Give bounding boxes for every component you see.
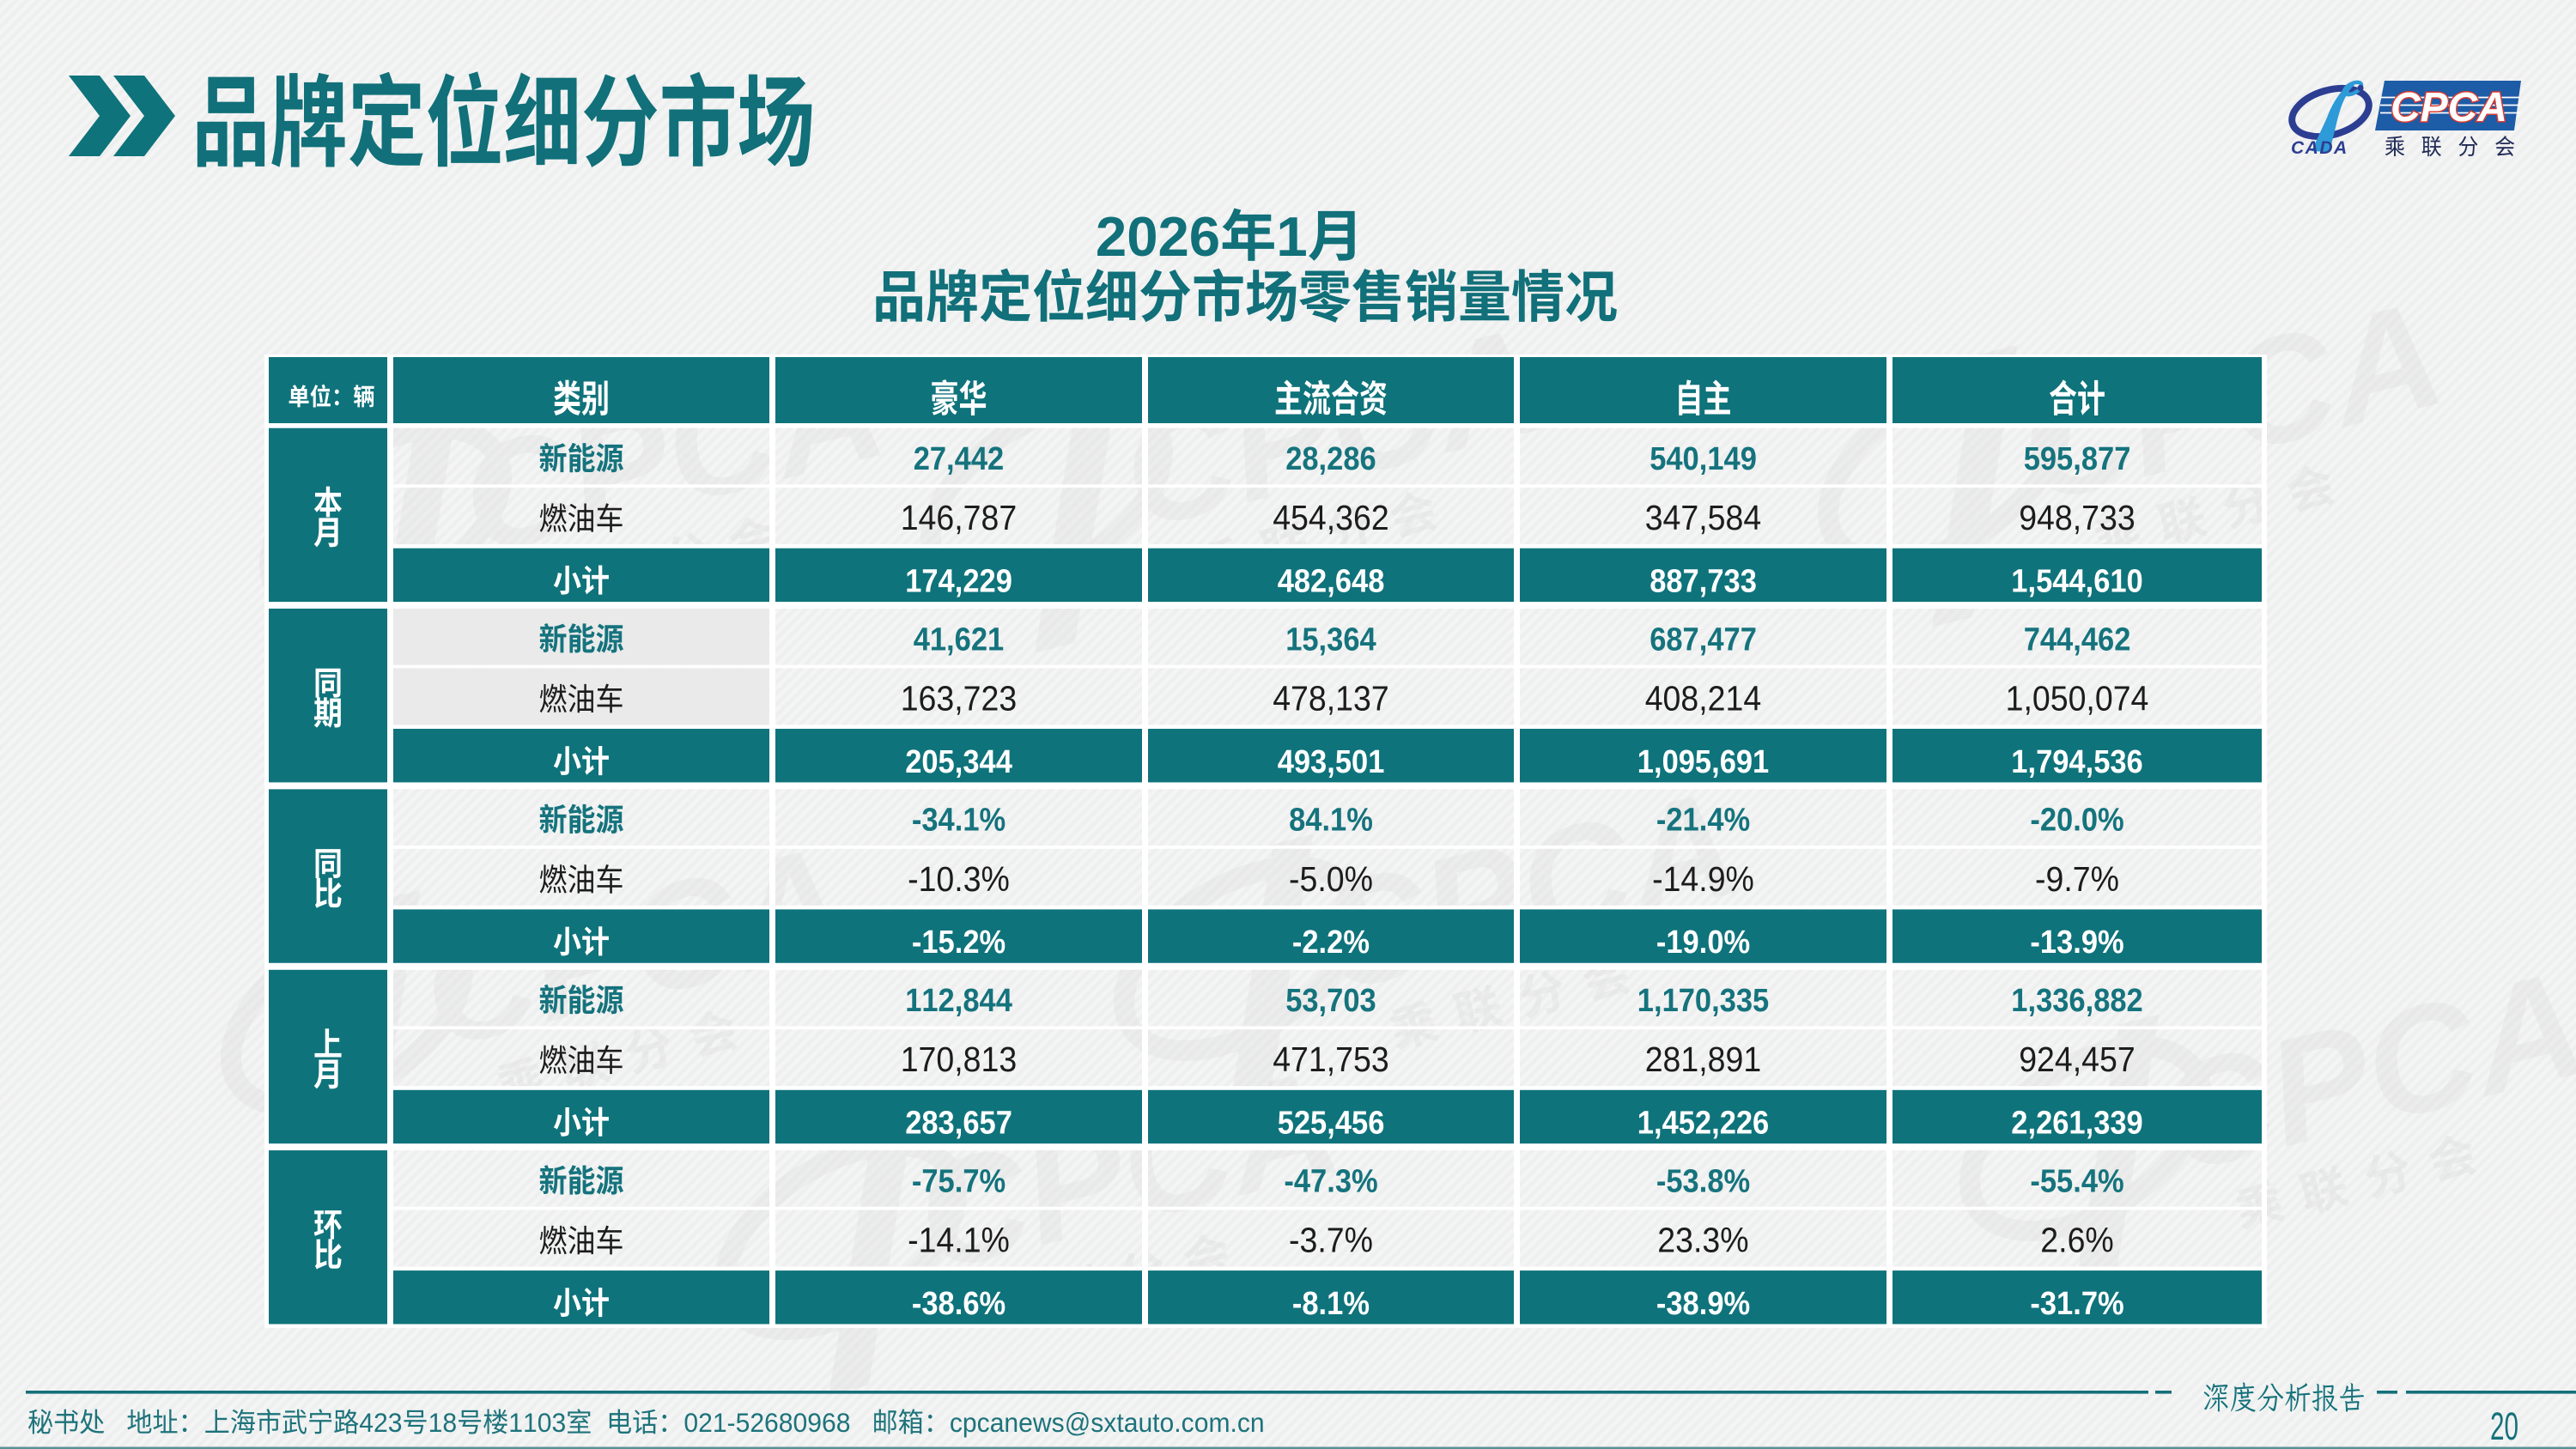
svg-text:41,621: 41,621 bbox=[914, 621, 1005, 658]
svg-text:170,813: 170,813 bbox=[901, 1041, 1018, 1080]
svg-text:595,877: 595,877 bbox=[2024, 440, 2131, 476]
svg-text:27,442: 27,442 bbox=[914, 440, 1005, 476]
svg-text:525,456: 525,456 bbox=[1278, 1104, 1385, 1141]
svg-text:-53.8%: -53.8% bbox=[1656, 1162, 1750, 1199]
svg-text:-38.6%: -38.6% bbox=[912, 1284, 1005, 1321]
svg-text:-15.2%: -15.2% bbox=[912, 924, 1005, 961]
svg-text:1103: 1103 bbox=[508, 1407, 566, 1438]
svg-text:-13.9%: -13.9% bbox=[2030, 924, 2123, 961]
svg-text:-8.1%: -8.1% bbox=[1292, 1284, 1370, 1321]
svg-text:-20.0%: -20.0% bbox=[2030, 801, 2123, 838]
svg-text:2026: 2026 bbox=[1096, 205, 1220, 268]
svg-text:408,214: 408,214 bbox=[1645, 680, 1762, 718]
svg-text:687,477: 687,477 bbox=[1649, 621, 1757, 658]
svg-text:-38.9%: -38.9% bbox=[1656, 1284, 1750, 1321]
svg-text:-5.0%: -5.0% bbox=[1289, 861, 1373, 900]
svg-text:482,648: 482,648 bbox=[1278, 562, 1385, 599]
svg-text:205,344: 205,344 bbox=[905, 743, 1012, 779]
svg-text:1: 1 bbox=[1276, 205, 1307, 268]
svg-text:84.1%: 84.1% bbox=[1289, 801, 1373, 838]
svg-text:1,170,335: 1,170,335 bbox=[1637, 981, 1769, 1018]
svg-text:-34.1%: -34.1% bbox=[912, 801, 1005, 838]
svg-text:163,723: 163,723 bbox=[901, 680, 1018, 718]
svg-text:28,286: 28,286 bbox=[1285, 440, 1376, 476]
svg-text:-75.7%: -75.7% bbox=[912, 1162, 1005, 1199]
svg-text:423: 423 bbox=[359, 1407, 402, 1438]
svg-text:478,137: 478,137 bbox=[1273, 680, 1389, 718]
svg-text:112,844: 112,844 bbox=[905, 981, 1012, 1018]
svg-text:924,457: 924,457 bbox=[2019, 1041, 2136, 1080]
svg-text:20: 20 bbox=[2490, 1405, 2518, 1449]
svg-text:454,362: 454,362 bbox=[1273, 500, 1389, 538]
svg-text:-3.7%: -3.7% bbox=[1289, 1222, 1373, 1260]
svg-text:021-52680968: 021-52680968 bbox=[683, 1407, 850, 1438]
svg-text:-9.7%: -9.7% bbox=[2035, 861, 2119, 900]
svg-text:493,501: 493,501 bbox=[1278, 743, 1385, 779]
svg-text:174,229: 174,229 bbox=[905, 562, 1012, 599]
svg-text:53,703: 53,703 bbox=[1285, 981, 1376, 1018]
svg-text:283,657: 283,657 bbox=[905, 1104, 1012, 1141]
svg-text:887,733: 887,733 bbox=[1649, 562, 1757, 599]
svg-text:-47.3%: -47.3% bbox=[1284, 1162, 1377, 1199]
svg-text:281,891: 281,891 bbox=[1645, 1041, 1762, 1080]
svg-text:-55.4%: -55.4% bbox=[2030, 1162, 2123, 1199]
svg-text:2,261,339: 2,261,339 bbox=[2011, 1104, 2142, 1141]
svg-text:1,452,226: 1,452,226 bbox=[1637, 1104, 1769, 1141]
svg-text:1,050,074: 1,050,074 bbox=[2006, 680, 2149, 718]
svg-text:1,095,691: 1,095,691 bbox=[1637, 743, 1769, 779]
svg-text:1,794,536: 1,794,536 bbox=[2011, 743, 2142, 779]
svg-text:1,544,610: 1,544,610 bbox=[2011, 562, 2142, 599]
svg-text:-19.0%: -19.0% bbox=[1656, 924, 1750, 961]
svg-text:-14.1%: -14.1% bbox=[908, 1222, 1010, 1260]
svg-text:540,149: 540,149 bbox=[1649, 440, 1757, 476]
svg-text:-31.7%: -31.7% bbox=[2030, 1284, 2123, 1321]
svg-text:2.6%: 2.6% bbox=[2040, 1222, 2113, 1260]
svg-text:1,336,882: 1,336,882 bbox=[2011, 981, 2142, 1018]
svg-text:23.3%: 23.3% bbox=[1657, 1222, 1748, 1260]
svg-text:347,584: 347,584 bbox=[1645, 500, 1762, 538]
svg-text:18: 18 bbox=[428, 1407, 457, 1438]
svg-text:cpcanews@sxtauto.com.cn: cpcanews@sxtauto.com.cn bbox=[950, 1407, 1265, 1438]
svg-text:-10.3%: -10.3% bbox=[908, 861, 1010, 900]
svg-text:-21.4%: -21.4% bbox=[1656, 801, 1750, 838]
svg-text:-14.9%: -14.9% bbox=[1652, 861, 1754, 900]
svg-text:CPCA: CPCA bbox=[2391, 85, 2507, 130]
svg-text:15,364: 15,364 bbox=[1285, 621, 1376, 658]
svg-text:948,733: 948,733 bbox=[2019, 500, 2136, 538]
svg-text:CADA: CADA bbox=[2291, 138, 2348, 158]
svg-text:-2.2%: -2.2% bbox=[1292, 924, 1370, 961]
svg-text:146,787: 146,787 bbox=[901, 500, 1018, 538]
svg-text:744,462: 744,462 bbox=[2024, 621, 2131, 658]
svg-text:471,753: 471,753 bbox=[1273, 1041, 1389, 1080]
